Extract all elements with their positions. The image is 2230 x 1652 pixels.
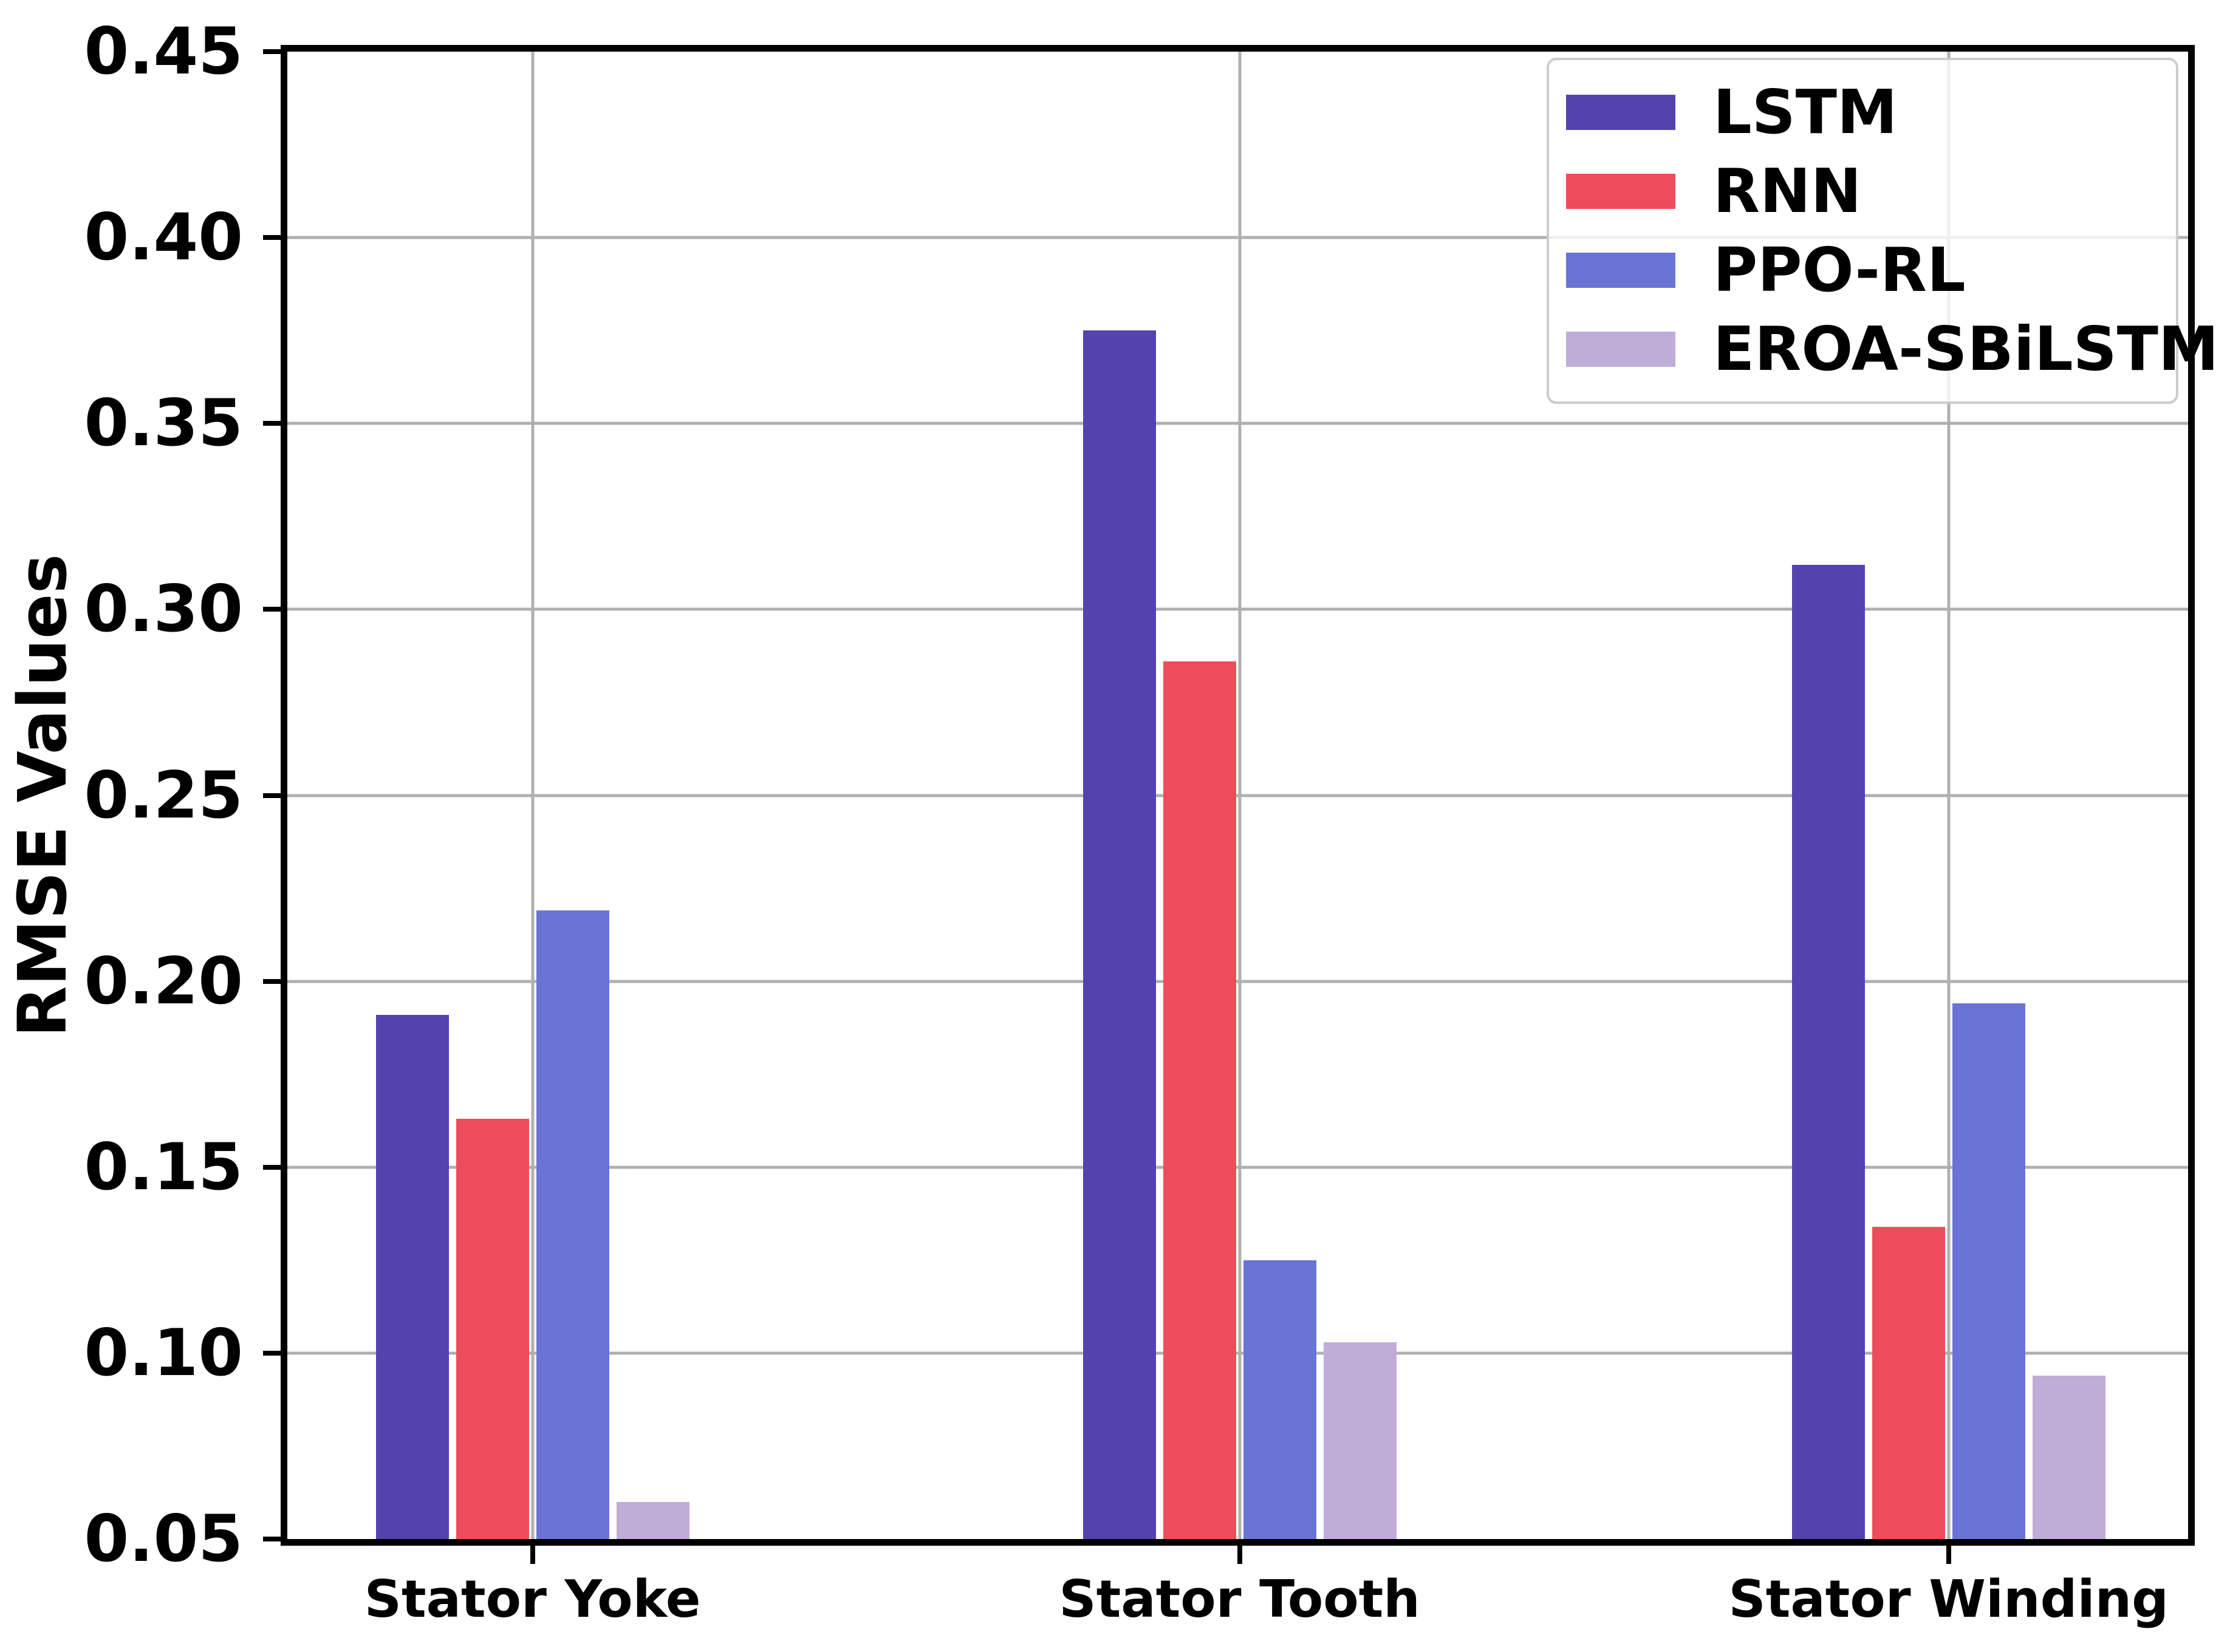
bar-rnn-stator-tooth [1163, 661, 1236, 1539]
gridline-h [287, 607, 2188, 611]
gridline-v-stator-yoke [531, 52, 535, 1539]
y-tick-mark [263, 607, 281, 612]
legend-swatch-rnn [1566, 174, 1675, 209]
y-tick-label: 0.20 [84, 943, 243, 1019]
legend-item-lstm: LSTM [1566, 82, 2176, 143]
x-tick-mark [1237, 1546, 1242, 1564]
legend-item-ppo-rl: PPO-RL [1566, 240, 2176, 301]
legend-swatch-ppo-rl [1566, 253, 1675, 288]
gridline-v-stator-winding [1947, 52, 1951, 1539]
y-tick-mark [263, 235, 281, 241]
y-tick-mark [263, 793, 281, 798]
bar-eroa-sbilstm-stator-tooth [1323, 1342, 1397, 1539]
legend: LSTM RNN PPO-RL EROA-SBiLSTM [1547, 58, 2219, 404]
x-tick-mark [1946, 1546, 1951, 1564]
x-tick-label-stator-tooth: Stator Tooth [1059, 1569, 1420, 1630]
y-tick-mark [263, 421, 281, 426]
y-tick-mark [263, 49, 281, 54]
bar-eroa-sbilstm-stator-yoke [616, 1501, 689, 1539]
bar-ppo-rl-stator-yoke [536, 910, 609, 1539]
gridline-h [287, 1166, 2188, 1169]
legend-item-rnn: RNN [1566, 161, 2176, 222]
y-tick-label: 0.15 [84, 1129, 243, 1204]
gridline-h [287, 794, 2188, 797]
bar-lstm-stator-tooth [1083, 330, 1156, 1539]
y-tick-label: 0.05 [84, 1501, 243, 1576]
y-tick-label: 0.35 [84, 386, 243, 461]
legend-swatch-eroa-sbilstm [1566, 332, 1675, 367]
gridline-v-stator-tooth [1238, 52, 1242, 1539]
bar-rnn-stator-yoke [456, 1119, 529, 1539]
y-tick-label: 0.10 [84, 1315, 243, 1390]
legend-label: LSTM [1713, 77, 1898, 148]
y-tick-label: 0.30 [84, 572, 243, 647]
y-tick-mark [263, 1164, 281, 1170]
y-tick-mark [263, 1537, 281, 1541]
x-tick-mark [530, 1546, 535, 1564]
bar-lstm-stator-yoke [375, 1014, 449, 1539]
y-tick-label: 0.45 [84, 14, 243, 89]
bar-lstm-stator-winding [1791, 564, 1865, 1539]
legend-label: PPO-RL [1713, 234, 1966, 305]
y-tick-mark [263, 1350, 281, 1356]
bar-ppo-rl-stator-winding [1952, 1003, 2025, 1539]
y-tick-label: 0.40 [84, 200, 243, 275]
legend-label: EROA-SBiLSTM [1713, 313, 2219, 384]
bar-eroa-sbilstm-stator-winding [2032, 1375, 2105, 1539]
y-axis-label: RMSE Values [4, 553, 81, 1038]
legend-swatch-lstm [1566, 95, 1675, 130]
bar-rnn-stator-winding [1872, 1226, 1945, 1539]
y-tick-label: 0.25 [84, 757, 243, 833]
gridline-h [287, 980, 2188, 983]
y-tick-mark [263, 978, 281, 984]
x-tick-label-stator-yoke: Stator Yoke [364, 1569, 701, 1630]
gridline-h [287, 236, 2188, 239]
gridline-h [287, 422, 2188, 425]
gridline-h [287, 1351, 2188, 1355]
x-tick-label-stator-winding: Stator Winding [1728, 1569, 2169, 1630]
bar-ppo-rl-stator-tooth [1243, 1260, 1316, 1539]
legend-item-eroa-sbilstm: EROA-SBiLSTM [1566, 319, 2219, 380]
legend-label: RNN [1713, 155, 1862, 227]
